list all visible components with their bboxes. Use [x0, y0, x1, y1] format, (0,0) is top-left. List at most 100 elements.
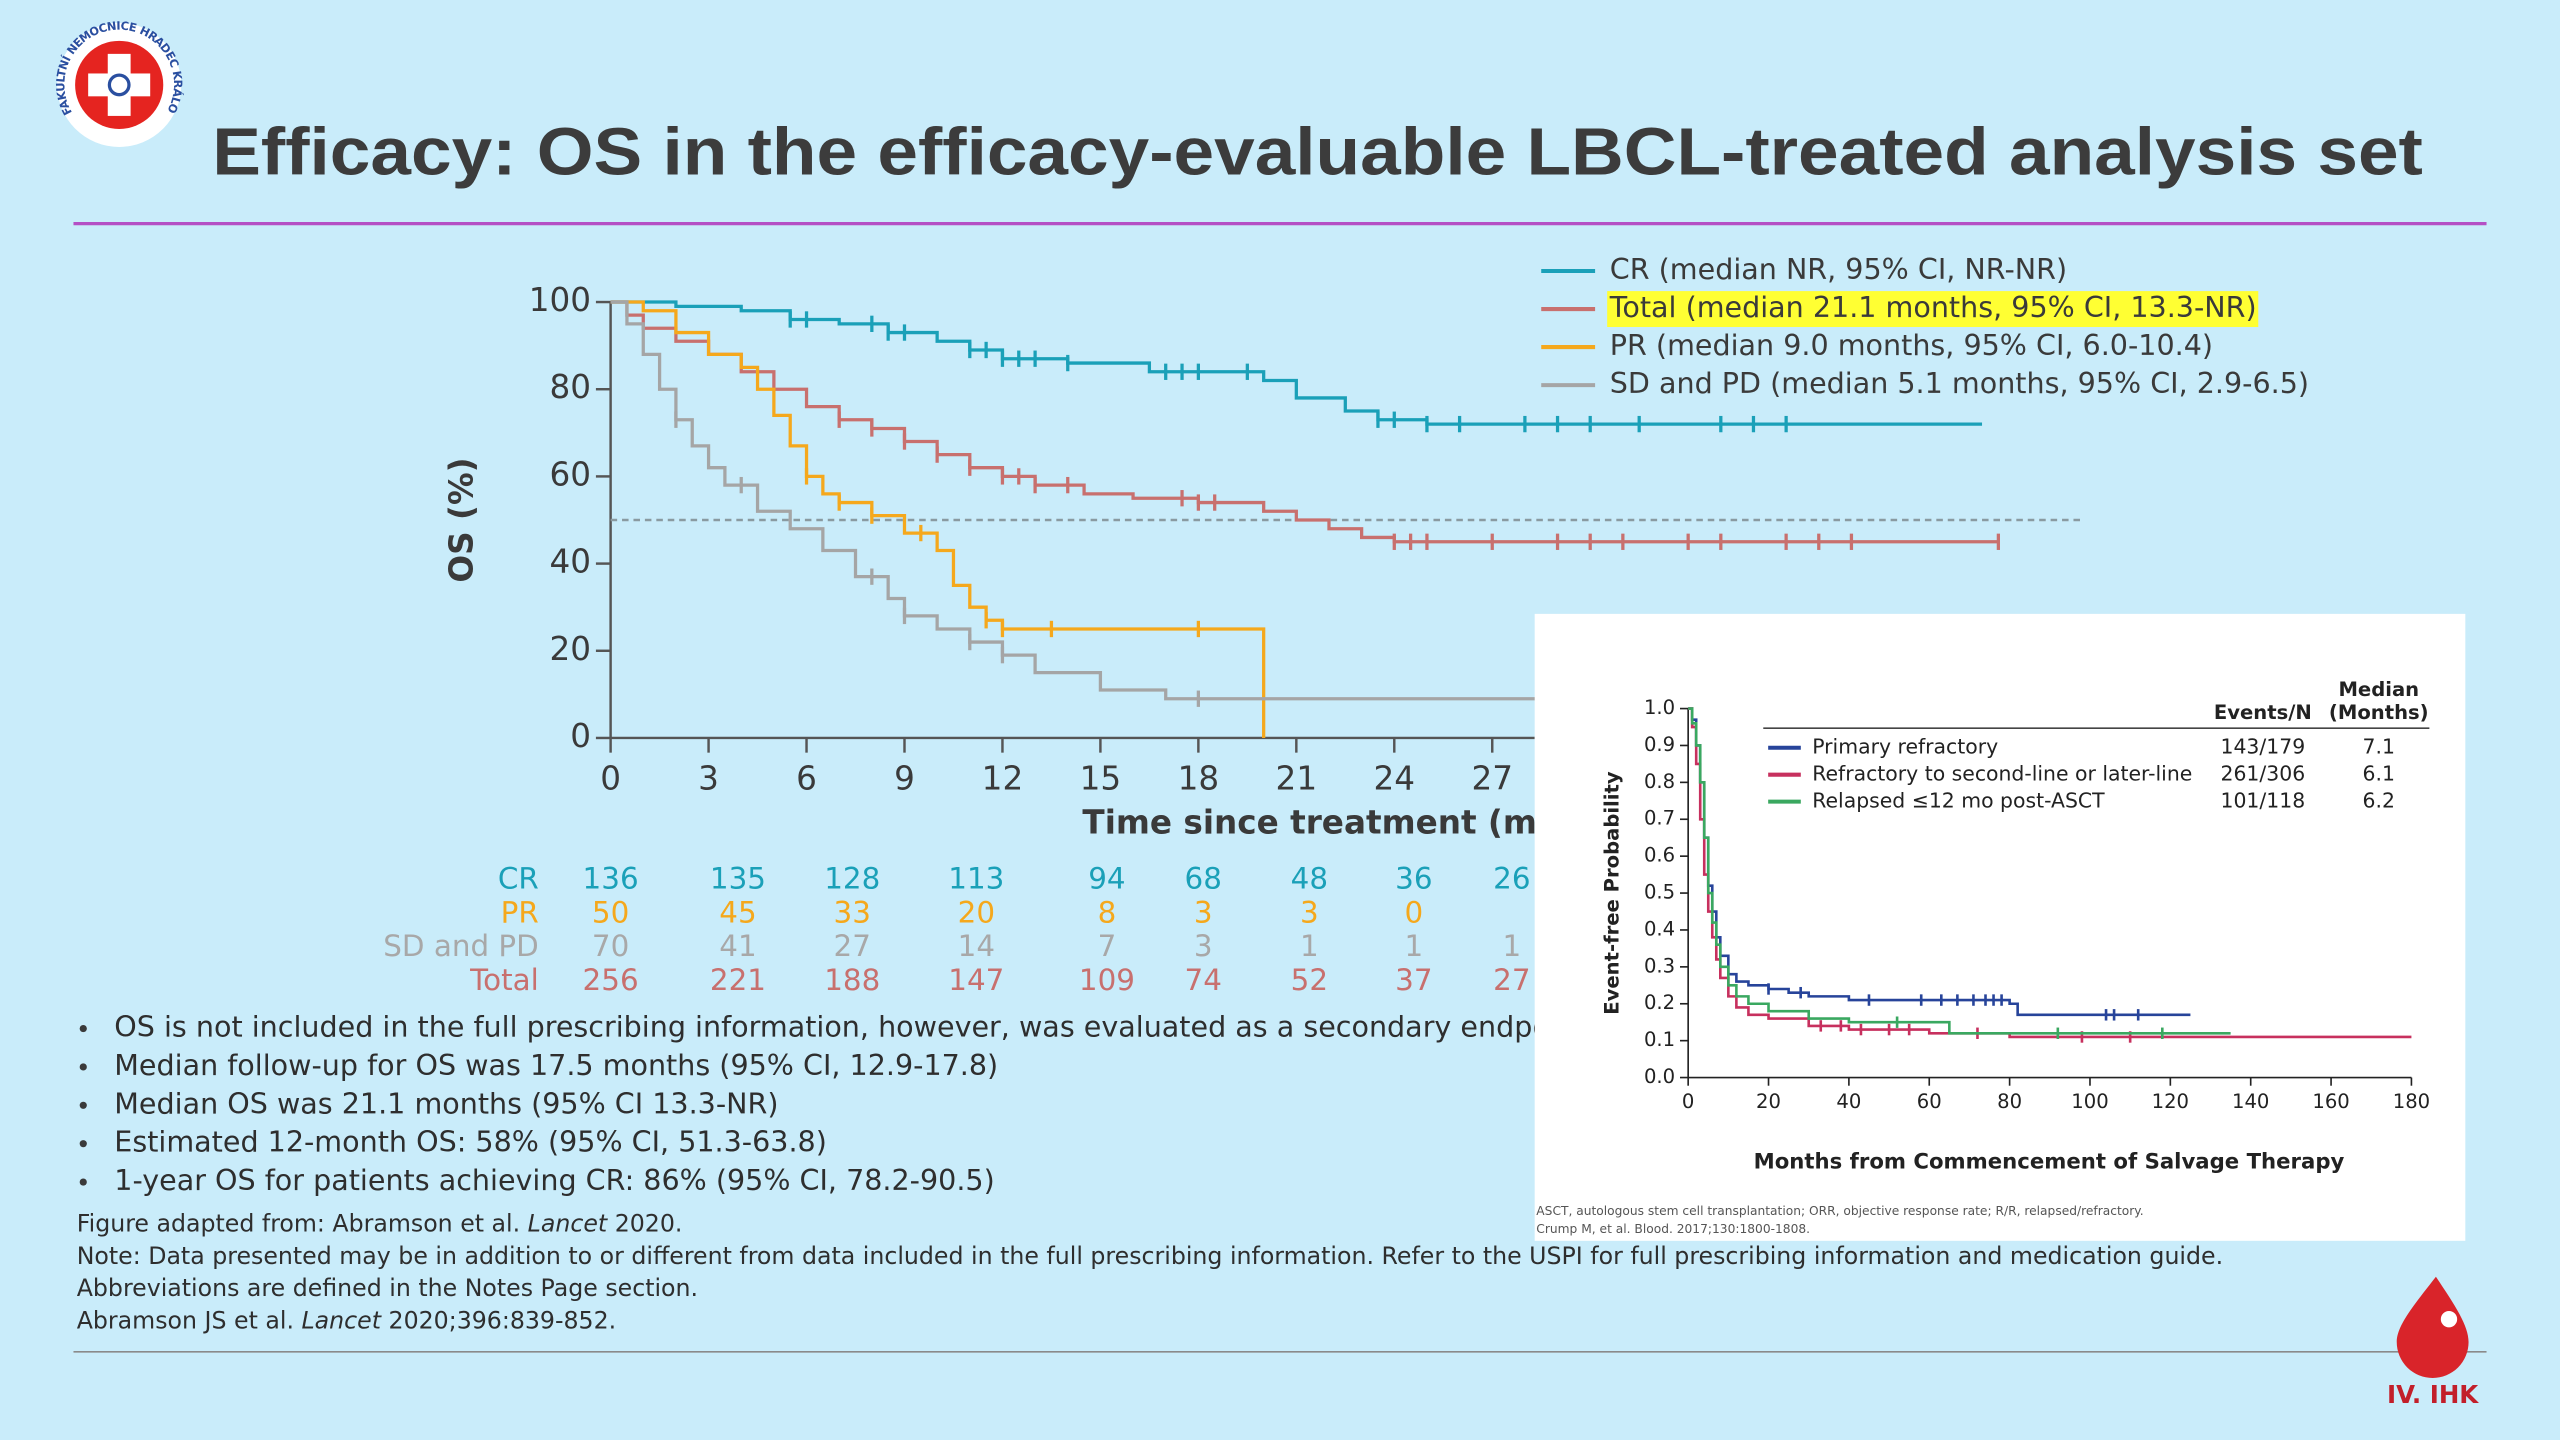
bullet-dot: [79, 1063, 87, 1071]
y-axis-label: OS (%): [443, 457, 481, 582]
inset-footnote: ASCT, autologous stem cell transplantati…: [1536, 1204, 2143, 1218]
risk-count: 37: [1395, 963, 1432, 997]
efs-inset: 0.0 0.1 0.2 0.3 0.4 0.5 0.6 0.7 0.8 0.9 1.0 0 20 40 60…: [1534, 613, 2466, 1241]
risk-count: 50: [592, 895, 629, 929]
legend-median: 6.2: [2363, 789, 2395, 813]
x-tick-label: 27: [1471, 759, 1513, 797]
risk-count: 0: [1405, 895, 1424, 929]
risk-count: 256: [583, 963, 639, 997]
y-tick-label: 0.4: [1644, 917, 1675, 940]
bullet-text: Median follow-up for OS was 17.5 months …: [114, 1048, 998, 1082]
x-axis-label: Months from Commencement of Salvage Ther…: [1754, 1149, 2345, 1174]
y-axis-label: Event-free Probability: [1601, 771, 1624, 1015]
risk-count: 52: [1291, 963, 1328, 997]
risk-count: 14: [958, 929, 995, 963]
x-tick-label: 6: [796, 759, 817, 797]
legend-header: Events/N: [2214, 701, 2312, 724]
risk-count: 20: [958, 895, 995, 929]
risk-count: 128: [824, 861, 880, 895]
x-tick-label: 15: [1080, 759, 1122, 797]
bullet-text: Median OS was 21.1 months (95% CI 13.3-N…: [114, 1086, 778, 1120]
bullet-dot: [79, 1140, 87, 1148]
y-tick-label: 0.2: [1644, 991, 1675, 1014]
x-tick-label: 160: [2312, 1090, 2349, 1113]
x-tick-label: 100: [2071, 1090, 2108, 1113]
slide-title: Efficacy: OS in the efficacy-evaluable L…: [212, 114, 2423, 189]
y-tick-label: 100: [529, 281, 591, 319]
y-tick-label: 60: [549, 455, 591, 493]
x-tick-label: 20: [1756, 1090, 1781, 1113]
drop-icon: [2396, 1276, 2469, 1378]
risk-count: 135: [710, 861, 766, 895]
legend-label: SD and PD (median 5.1 months, 95% CI, 2.…: [1610, 366, 2309, 400]
bullet-text: Estimated 12-month OS: 58% (95% CI, 51.3…: [114, 1125, 827, 1159]
x-tick-label: 12: [982, 759, 1024, 797]
bullet-dot: [79, 1178, 87, 1186]
y-tick-label: 0.9: [1644, 733, 1675, 756]
risk-count: 94: [1088, 861, 1125, 895]
x-tick-label: 180: [2393, 1090, 2430, 1113]
legend-highlight: [1607, 291, 2259, 328]
y-tick-label: 1.0: [1644, 696, 1675, 719]
risk-count: 7: [1098, 929, 1117, 963]
x-tick-label: 9: [894, 759, 915, 797]
x-tick-label: 140: [2232, 1090, 2269, 1113]
risk-count: 36: [1395, 861, 1432, 895]
risk-count: 3: [1300, 895, 1319, 929]
bullet-text: 1-year OS for patients achieving CR: 86%…: [114, 1163, 994, 1197]
y-tick-label: 0.7: [1644, 807, 1675, 830]
risk-count: 1: [1405, 929, 1424, 963]
logo-mark: [107, 73, 131, 97]
y-tick-label: 20: [549, 630, 591, 668]
legend-label: Primary refractory: [1812, 735, 1998, 759]
risk-count: 41: [719, 929, 756, 963]
risk-count: 70: [592, 929, 629, 963]
risk-count: 8: [1098, 895, 1117, 929]
risk-row-label: CR: [498, 861, 539, 895]
risk-count: 3: [1194, 895, 1213, 929]
notes: OS is not included in the full prescribi…: [77, 1010, 2223, 1334]
y-tick-label: 0.0: [1644, 1065, 1675, 1088]
footnote: Note: Data presented may be in addition …: [77, 1241, 2223, 1269]
x-tick-label: 40: [1836, 1090, 1861, 1113]
footnote-part: Abramson JS et al.: [77, 1306, 302, 1334]
risk-count: 1: [1502, 929, 1521, 963]
y-tick-label: 80: [549, 368, 591, 406]
x-tick-label: 18: [1178, 759, 1220, 797]
legend-events: 143/179: [2220, 735, 2305, 759]
footnote: Abramson JS et al. Lancet 2020;396:839-8…: [77, 1306, 616, 1334]
risk-row-label: Total: [469, 963, 539, 997]
logo-cross: [88, 73, 151, 97]
x-tick-label: 120: [2152, 1090, 2189, 1113]
drop-highlight: [2440, 1311, 2458, 1328]
footnote-part: Abbreviations are defined in the Notes P…: [77, 1274, 698, 1302]
legend-events: 261/306: [2220, 762, 2305, 786]
y-tick-label: 40: [549, 543, 591, 581]
risk-row-label: SD and PD: [383, 929, 539, 963]
y-tick-label: 0.1: [1644, 1028, 1675, 1051]
bullet-dot: [79, 1101, 87, 1109]
y-tick-label: 0.6: [1644, 844, 1675, 867]
y-tick-label: 0.3: [1644, 954, 1675, 977]
footnote-part: Lancet: [301, 1306, 381, 1334]
y-tick-label: 0: [570, 717, 591, 755]
risk-count: 27: [1493, 963, 1530, 997]
footnote-part: Figure adapted from: Abramson et al.: [77, 1209, 528, 1237]
y-tick-label: 0.8: [1644, 770, 1675, 793]
risk-row-label: PR: [501, 895, 539, 929]
legend-events: 101/118: [2220, 789, 2305, 813]
risk-count: 27: [834, 929, 871, 963]
legend-label: PR (median 9.0 months, 95% CI, 6.0-10.4): [1610, 328, 2213, 362]
footnote-part: Note: Data presented may be in addition …: [77, 1241, 2223, 1269]
risk-count: 45: [719, 895, 756, 929]
footnote: Figure adapted from: Abramson et al. Lan…: [77, 1209, 683, 1237]
inset-panel: [1534, 613, 2466, 1241]
survival-curve: [610, 300, 1266, 738]
bullet-dot: [79, 1024, 87, 1033]
legend-label: Refractory to second-line or later-line: [1812, 762, 2192, 786]
x-tick-label: 80: [1997, 1090, 2022, 1113]
risk-count: 113: [948, 861, 1004, 895]
